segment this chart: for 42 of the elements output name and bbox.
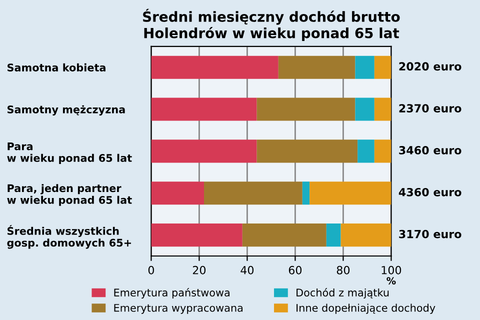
x-axis-title: %	[386, 277, 396, 284]
bar	[310, 182, 392, 205]
y-tick-label: Para, jeden partner w wieku ponad 65 lat	[7, 184, 132, 206]
bar	[256, 98, 356, 121]
legend-label: Emerytura państwowa	[114, 288, 230, 299]
text: 2020 euro	[399, 62, 462, 71]
x-tick-label: 40	[240, 266, 254, 274]
bar	[326, 224, 341, 247]
y-tick-label: Średnia wszystkich gosp. domowych 65+	[7, 225, 131, 249]
bar	[256, 140, 358, 163]
y-tick-label: Samotna kobieta	[8, 63, 106, 72]
bar	[242, 224, 326, 247]
bar	[204, 182, 302, 205]
text: 3170 euro	[399, 230, 462, 238]
bar	[151, 224, 242, 247]
x-tick-label: 100	[382, 266, 402, 274]
legend-label: Dochód z majątku	[296, 288, 389, 299]
text: 2370 euro	[399, 104, 462, 113]
bar	[358, 140, 374, 163]
bar	[151, 56, 278, 79]
legend-label: Emerytura wypracowana	[114, 304, 243, 314]
bar	[355, 56, 374, 79]
bar	[374, 98, 392, 121]
x-tick-label: 60	[288, 266, 302, 274]
bar	[278, 56, 356, 79]
bar	[374, 56, 392, 79]
x-tick-label: 0	[148, 266, 154, 274]
bar	[151, 140, 257, 163]
chart-title: Średni miesięczny dochód brutto Holendrów w wieku ponad 65 lat	[143, 8, 400, 41]
bar	[340, 224, 392, 247]
text: 4360 euro	[398, 188, 462, 196]
x-tick-label: 20	[192, 266, 206, 274]
bar	[302, 182, 310, 205]
text: 3460 euro	[399, 146, 462, 154]
legend-label: Inne dopełniające dochody	[296, 304, 436, 314]
bar	[151, 98, 257, 121]
y-tick-label: Para w wieku ponad 65 lat	[7, 142, 132, 164]
x-tick-label: 80	[336, 266, 350, 274]
bar	[374, 140, 392, 163]
bar	[151, 182, 204, 205]
bar	[355, 98, 374, 121]
y-tick-label: Samotny mężczyzna	[8, 105, 125, 116]
